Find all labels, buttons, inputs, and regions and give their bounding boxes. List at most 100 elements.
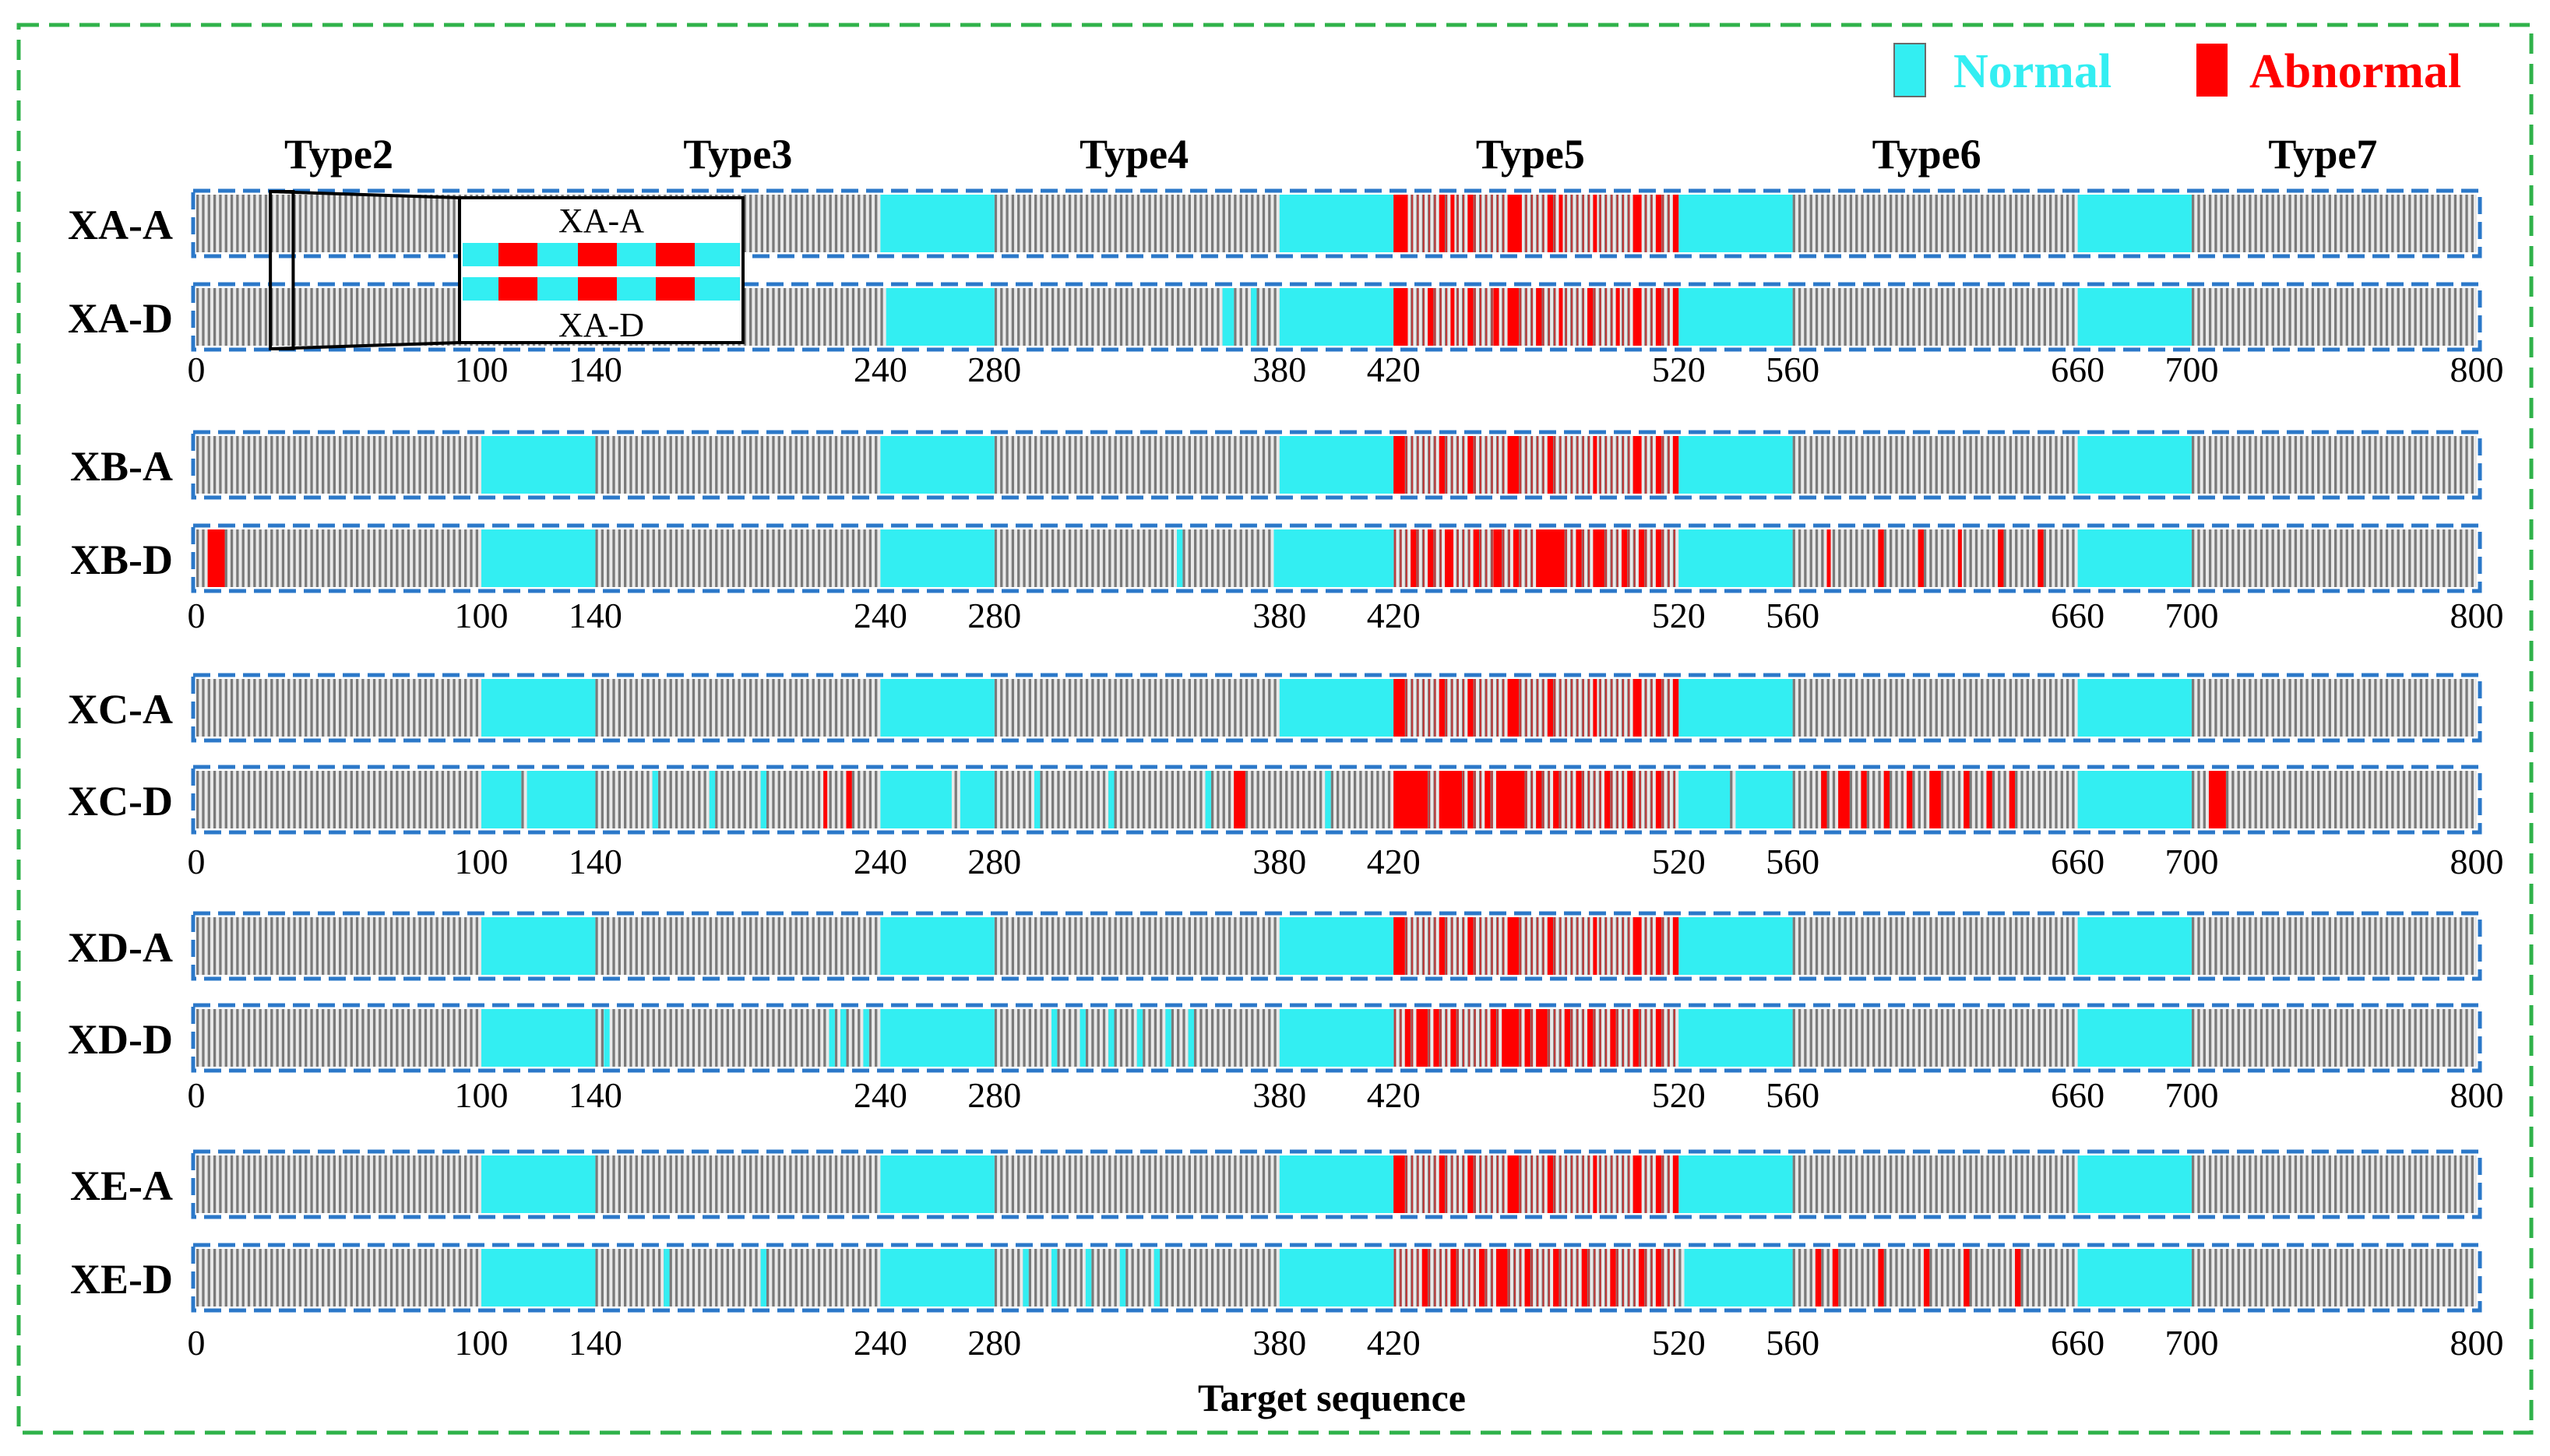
sequence-stripe [1217, 288, 1220, 346]
sequence-stripe [635, 1155, 638, 1213]
sequence-stripe [2283, 679, 2286, 737]
normal-segment [481, 917, 596, 975]
sequence-stripe [1234, 679, 1237, 737]
sequence-stripe [2300, 917, 2303, 975]
inset-abnormal-mark [656, 243, 695, 266]
abnormal-stripe [1633, 1249, 1636, 1307]
abnormal-mark [1655, 1249, 1662, 1307]
sequence-stripe [1855, 529, 1858, 587]
sequence-stripe [1080, 288, 1083, 346]
sequence-stripe [1251, 529, 1254, 587]
sequence-stripe [2379, 529, 2383, 587]
sequence-stripe [224, 679, 227, 737]
sequence-stripe [715, 529, 718, 587]
sequence-stripe [657, 1155, 661, 1213]
sequence-stripe [196, 288, 199, 346]
sequence-stripe [458, 679, 462, 737]
sequence-stripe [1872, 1249, 1876, 1307]
abnormal-stripe [1508, 529, 1510, 587]
abnormal-stripe [1582, 917, 1584, 975]
sequence-stripe [2220, 1155, 2223, 1213]
sequence-stripe [2351, 679, 2355, 737]
sequence-stripe [447, 1249, 450, 1307]
sequence-stripe [657, 1249, 661, 1307]
sequence-stripe [327, 917, 330, 975]
abnormal-stripe [1605, 529, 1608, 587]
sequence-stripe [2254, 917, 2257, 975]
abnormal-stripe [1668, 529, 1670, 587]
sequence-stripe [1051, 771, 1055, 828]
normal-mark [1119, 1249, 1126, 1307]
sequence-stripe [305, 679, 308, 737]
sequence-stripe [305, 771, 308, 828]
sequence-stripe [424, 1249, 428, 1307]
sequence-stripe [1900, 436, 1904, 494]
sequence-stripe [1273, 771, 1277, 828]
normal-mark [1108, 771, 1115, 828]
band-border [191, 1243, 2482, 1313]
sequence-stripe [806, 288, 809, 346]
sequence-stripe [2397, 771, 2400, 828]
sequence-stripe [1171, 917, 1175, 975]
sequence-stripe [1918, 1009, 1921, 1067]
sequence-stripe [2443, 679, 2446, 737]
sequence-stripe [612, 1009, 615, 1067]
legend-normal-swatch [1893, 43, 1926, 97]
sequence-stripe [1171, 1155, 1175, 1213]
sequence-stripe [2357, 771, 2360, 828]
tick-label: 700 [2165, 1323, 2219, 1363]
sequence-stripe [1815, 771, 1819, 828]
sequence-stripe [2334, 1009, 2337, 1067]
sequence-stripe [1923, 195, 1927, 252]
sequence-stripe [2225, 1155, 2229, 1213]
sequence-stripe [2453, 1249, 2457, 1307]
sequence-stripe [812, 679, 815, 737]
sequence-stripe [2003, 679, 2006, 737]
sequence-stripe [1125, 771, 1129, 828]
sequence-stripe [2419, 1155, 2423, 1213]
sequence-stripe [715, 436, 718, 494]
sequence-stripe [1119, 436, 1123, 494]
sequence-stripe [1028, 771, 1032, 828]
abnormal-stripe [1434, 679, 1436, 737]
sequence-stripe [1040, 288, 1043, 346]
sequence-stripe [1234, 917, 1237, 975]
sequence-stripe [1929, 195, 1932, 252]
sequence-stripe [1804, 195, 1807, 252]
abnormal-mark [1587, 1009, 1594, 1067]
abnormal-stripe [1491, 917, 1493, 975]
sequence-stripe [674, 679, 678, 737]
sequence-stripe [635, 679, 638, 737]
sequence-stripe [2311, 195, 2315, 252]
sequence-stripe [1826, 288, 1830, 346]
sequence-stripe [1792, 436, 1795, 494]
sequence-stripe [2471, 917, 2474, 975]
sequence-stripe [2225, 679, 2229, 737]
sequence-stripe [1861, 288, 1864, 346]
abnormal-stripe [1474, 1155, 1476, 1213]
sequence-stripe [2038, 771, 2041, 828]
sequence-stripe [1062, 679, 1065, 737]
sequence-stripe [732, 917, 735, 975]
sequence-stripe [1974, 679, 1978, 737]
normal-segment [2077, 917, 2192, 975]
abnormal-stripe [1599, 288, 1601, 346]
sequence-stripe [298, 771, 302, 828]
abnormal-stripe [1662, 1009, 1664, 1067]
abnormal-stripe [1474, 679, 1476, 737]
abnormal-stripe [1594, 288, 1596, 346]
abnormal-stripe [1662, 288, 1664, 346]
abnormal-mark [1672, 1155, 1679, 1213]
tick-label: 380 [1252, 596, 1306, 635]
sequence-stripe [2060, 529, 2063, 587]
sequence-stripe [230, 1155, 234, 1213]
sequence-stripe [2402, 1009, 2406, 1067]
abnormal-mark [1467, 195, 1474, 252]
abnormal-stripe [1559, 771, 1562, 828]
sequence-stripe [732, 436, 735, 494]
sequence-stripe [281, 288, 285, 346]
sequence-stripe [2003, 917, 2006, 975]
sequence-stripe [1102, 195, 1106, 252]
tick-label: 660 [2051, 596, 2104, 635]
sequence-stripe [2249, 679, 2252, 737]
